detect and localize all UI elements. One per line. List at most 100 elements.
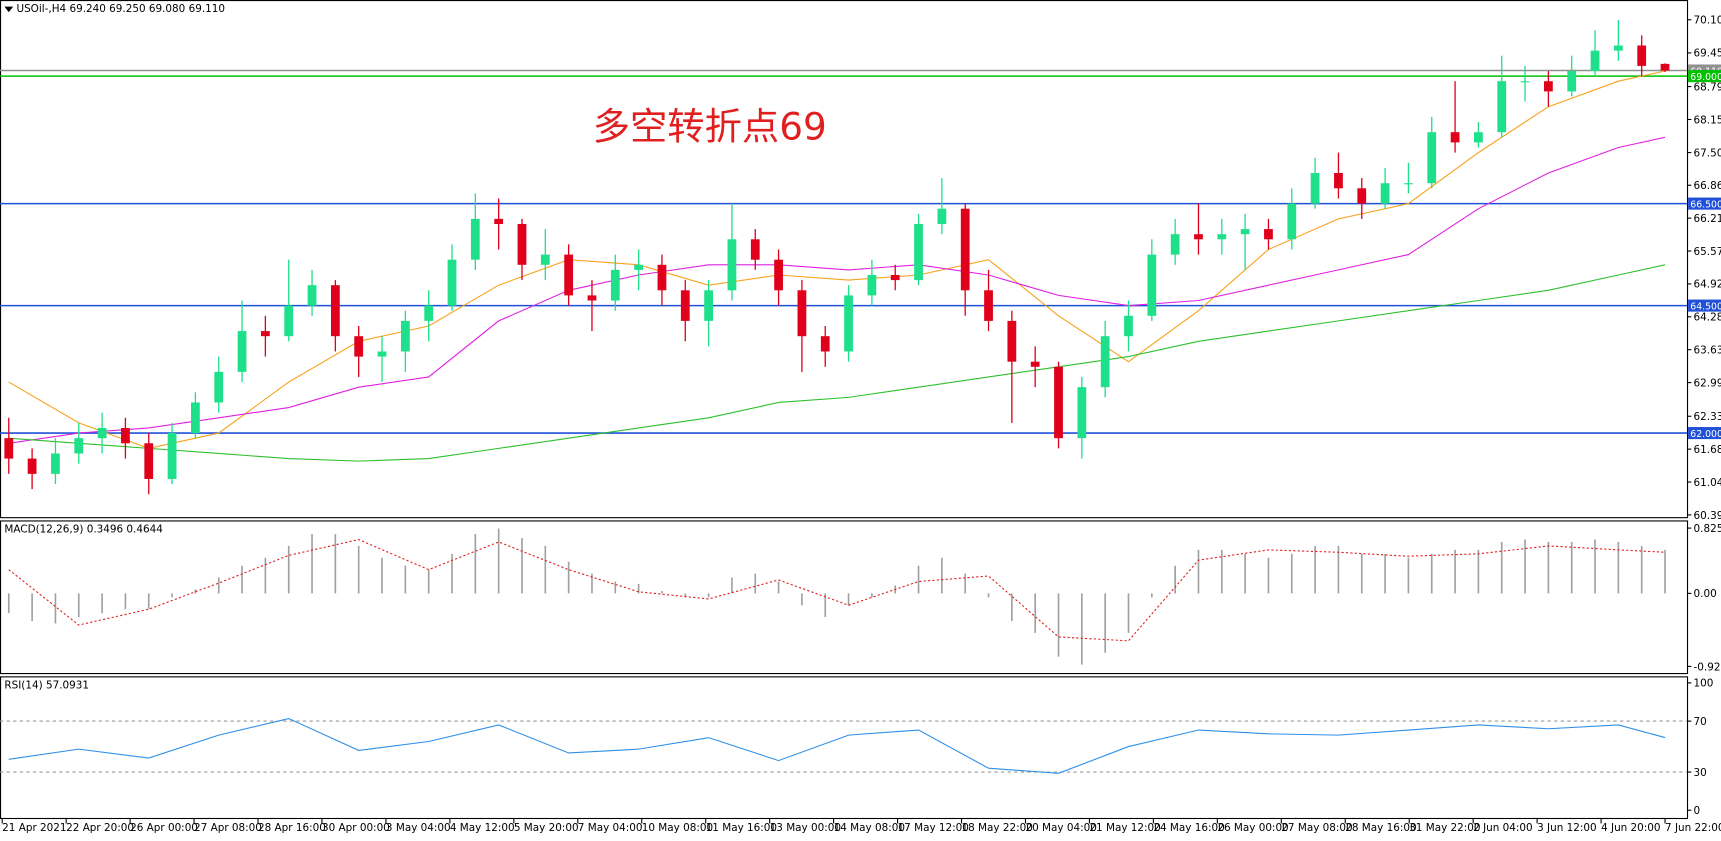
candle-body — [517, 223, 527, 265]
candle-body — [937, 208, 947, 224]
candle-body — [1124, 315, 1133, 337]
candle-body — [1380, 183, 1390, 204]
x-tick-label: 26 Apr 00:00 — [130, 822, 198, 834]
y-tick-label: 62.990 — [1694, 377, 1721, 389]
candle-body — [984, 290, 993, 321]
y-tick-label: 63.635 — [1694, 345, 1721, 357]
candle-body — [377, 351, 387, 357]
candle-body — [214, 371, 224, 403]
candle-body — [144, 443, 154, 479]
x-tick-label: 14 May 08:00 — [834, 822, 905, 834]
candle-body — [844, 295, 853, 352]
candle-body — [820, 336, 830, 352]
candle-body — [960, 208, 970, 291]
candle-body — [1474, 132, 1483, 143]
candle-body — [1497, 81, 1507, 133]
candle-body — [121, 427, 130, 444]
x-tick-label: 21 Apr 2021 — [2, 822, 66, 834]
indicator-line — [8, 136, 1666, 444]
x-tick-label: 22 Apr 20:00 — [66, 822, 134, 834]
candle-body — [727, 239, 737, 291]
x-tick-label: 3 May 04:00 — [386, 822, 451, 834]
candle-body — [704, 290, 713, 321]
x-tick-label: 21 May 12:00 — [1089, 822, 1160, 834]
candle-body — [1054, 366, 1063, 439]
candle-body — [680, 290, 690, 321]
candle-body — [447, 259, 457, 306]
candle-body — [1427, 132, 1437, 184]
x-tick-label: 28 Apr 16:00 — [258, 822, 326, 834]
x-tick-label: 31 May 22:00 — [1409, 822, 1480, 834]
candle-body — [1240, 229, 1250, 235]
candle-body — [1543, 81, 1553, 92]
x-tick-label: 3 Jun 12:00 — [1537, 822, 1596, 834]
x-tick-label: 24 May 16:00 — [1153, 822, 1224, 834]
x-tick-label: 20 May 04:00 — [1025, 822, 1096, 834]
candle-body — [540, 254, 550, 265]
level-label-box — [1688, 299, 1721, 312]
candle-body — [237, 331, 247, 372]
candle-body — [424, 305, 434, 321]
y-tick-label: 62.330 — [1694, 411, 1721, 423]
candle-body — [1310, 173, 1320, 204]
candle-body — [27, 458, 37, 474]
indicator-line — [8, 539, 1666, 642]
candle-body — [284, 305, 294, 337]
y-tick-label: 68.150 — [1694, 114, 1721, 126]
x-tick-label: 27 Apr 08:00 — [194, 822, 262, 834]
x-tick-label: 18 May 22:00 — [962, 822, 1033, 834]
x-tick-label: 27 May 08:00 — [1281, 822, 1352, 834]
candle-body — [97, 427, 107, 439]
y-tick-label: 70.105 — [1694, 15, 1721, 27]
x-tick-label: 13 May 00:00 — [770, 822, 841, 834]
candle-body — [494, 218, 504, 224]
x-tick-label: 4 Jun 20:00 — [1601, 822, 1660, 834]
candle-body — [1450, 132, 1460, 143]
macd-panel-frame — [0, 520, 1689, 675]
y-tick-label: 66.215 — [1694, 213, 1721, 225]
candle-body — [1100, 336, 1110, 388]
x-tick-label: 17 May 12:00 — [898, 822, 969, 834]
x-tick-label: 4 May 12:00 — [450, 822, 515, 834]
y-tick-label: 69.455 — [1694, 48, 1721, 60]
y-tick-label: 0.00 — [1694, 588, 1717, 600]
candle-body — [354, 336, 364, 357]
candle-body — [330, 285, 340, 337]
candle-body — [1404, 183, 1413, 185]
y-tick-label: -0.9234 — [1694, 661, 1721, 673]
rsi-title: RSI(14) 57.0931 — [4, 679, 89, 691]
dropdown-icon — [4, 6, 14, 13]
y-tick-label: 61.040 — [1694, 477, 1721, 489]
level-label-box — [1688, 70, 1721, 83]
level-label: 69.000 — [1690, 72, 1721, 83]
x-tick-label: 26 May 00:00 — [1217, 822, 1288, 834]
candle-body — [657, 264, 667, 291]
candle-body — [1590, 50, 1600, 72]
candle-body — [1217, 234, 1227, 240]
indicator-line — [8, 717, 1666, 774]
candle-body — [191, 402, 200, 434]
y-tick-label: 30 — [1694, 767, 1707, 779]
x-tick-label: 30 Apr 00:00 — [322, 822, 390, 834]
candle-body — [890, 274, 900, 281]
candle-body — [564, 254, 574, 296]
level-label-box — [1688, 427, 1721, 440]
main-panel-frame — [0, 0, 1689, 519]
candle-body — [307, 285, 317, 306]
candle-body — [1287, 203, 1297, 240]
y-tick-label: 68.795 — [1694, 81, 1721, 93]
x-tick-label: 5 May 20:00 — [514, 822, 579, 834]
candle-body — [867, 274, 877, 296]
x-tick-label: 7 Jun 22:00 — [1665, 822, 1721, 834]
y-tick-label: 67.500 — [1694, 147, 1721, 159]
candle-body — [1007, 320, 1017, 362]
x-tick-label: 11 May 16:00 — [706, 822, 777, 834]
y-tick-label: 66.860 — [1694, 180, 1721, 192]
candle-body — [750, 239, 760, 260]
candle-body — [1194, 234, 1203, 240]
y-tick-label: 61.685 — [1694, 444, 1721, 456]
candle-body — [167, 433, 177, 479]
